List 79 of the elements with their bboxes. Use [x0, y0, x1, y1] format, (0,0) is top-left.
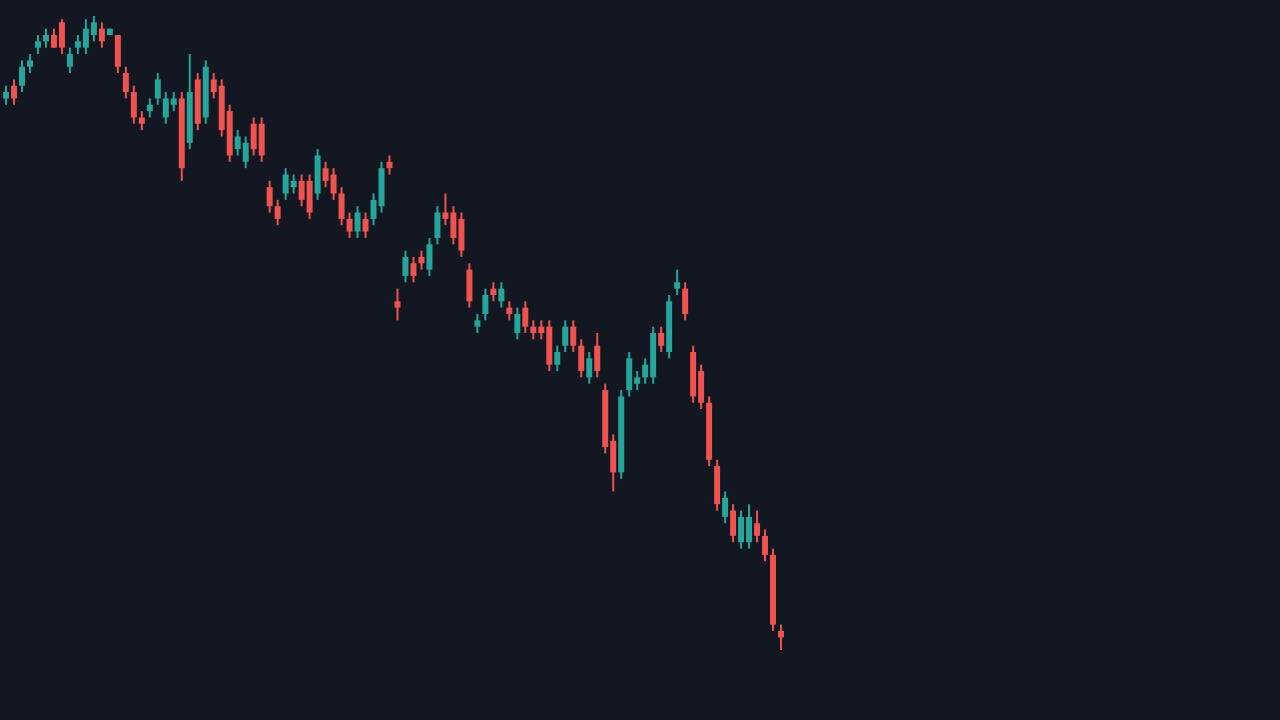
- candlestick: [330, 167, 337, 201]
- candlestick: [242, 135, 249, 170]
- candlestick: [458, 211, 465, 258]
- candlestick: [490, 281, 497, 303]
- candlestick: [98, 21, 105, 49]
- candlestick: [138, 110, 145, 132]
- candlestick: [18, 59, 25, 94]
- candlestick: [258, 116, 265, 163]
- candlestick: [410, 255, 417, 284]
- candlestick: [338, 186, 345, 227]
- candlestick: [146, 97, 153, 119]
- candlestick: [498, 281, 505, 309]
- candlestick: [26, 53, 33, 75]
- candlestick: [506, 300, 513, 322]
- candlestick: [34, 34, 41, 56]
- candlestick: [74, 34, 81, 56]
- candlestick: [746, 503, 753, 550]
- candlestick: [234, 129, 241, 157]
- candlestick: [522, 300, 529, 334]
- candlestick: [682, 281, 689, 322]
- candlestick: [762, 528, 769, 563]
- candlestick: [362, 211, 369, 239]
- candlestick: [578, 338, 585, 379]
- candlestick: [738, 509, 745, 550]
- candlestick: [474, 312, 481, 334]
- candlestick: [554, 344, 561, 373]
- candlestick: [570, 319, 577, 354]
- candlestick: [10, 78, 17, 106]
- candlestick: [450, 205, 457, 246]
- candlestick: [466, 262, 473, 309]
- candlestick: [322, 160, 329, 189]
- candlestick: [170, 91, 177, 113]
- candlestick: [714, 458, 721, 512]
- candlestick: [114, 34, 121, 75]
- candlestick: [418, 249, 425, 271]
- candlestick: [546, 319, 553, 373]
- candlestick: [658, 325, 665, 354]
- candlestick: [130, 84, 137, 125]
- candlestick: [562, 319, 569, 354]
- candlestick: [66, 46, 73, 75]
- candlestick: [354, 205, 361, 239]
- candlestick: [58, 18, 65, 56]
- candlestick: [754, 509, 761, 544]
- candlestick: [42, 27, 49, 49]
- candlestick: [778, 623, 785, 651]
- candlestick: [378, 160, 385, 214]
- candlestick: [626, 351, 633, 398]
- candlestick: [250, 116, 257, 157]
- candlestick: [282, 167, 289, 201]
- candlestick: [730, 503, 737, 544]
- candlestick: [394, 287, 401, 322]
- candlestick: [482, 287, 489, 322]
- candlestick: [426, 236, 433, 277]
- candlestick: [722, 490, 729, 525]
- candlestick: [514, 306, 521, 341]
- candlestick: [122, 65, 129, 100]
- candlestick: [314, 148, 321, 201]
- candlestick: [2, 84, 9, 106]
- candlestick: [154, 72, 161, 106]
- candlestick: [386, 154, 393, 176]
- candlestick: [402, 249, 409, 284]
- candlestick: [162, 91, 169, 125]
- candlestick: [690, 344, 697, 404]
- candlestick: [194, 72, 201, 132]
- candlestick: [290, 173, 297, 195]
- candlestick: [298, 173, 305, 208]
- candlestick: [90, 15, 97, 43]
- candlestick: [82, 18, 89, 56]
- candlestick: [306, 173, 313, 220]
- candlestick: [346, 211, 353, 239]
- candlestick: [274, 198, 281, 227]
- candlestick: [674, 268, 681, 296]
- candlestick: [586, 351, 593, 385]
- candlestick: [434, 205, 441, 246]
- candlestick: [530, 319, 537, 341]
- candlestick: [50, 27, 57, 49]
- candlestick: [266, 179, 273, 214]
- candlestick: [650, 325, 657, 385]
- candlestick: [594, 332, 601, 379]
